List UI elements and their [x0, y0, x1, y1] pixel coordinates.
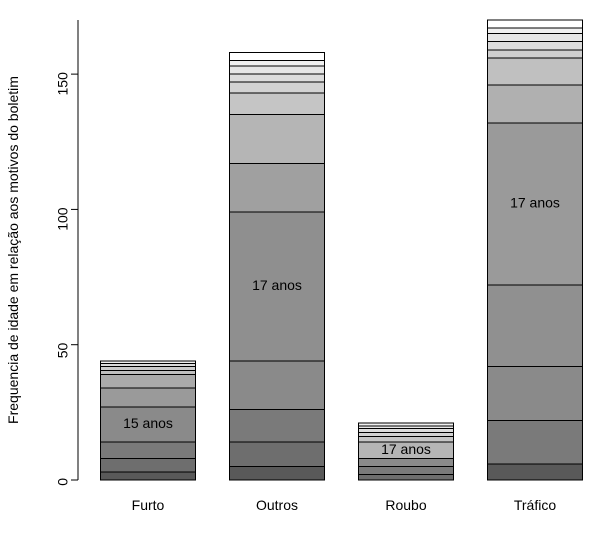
bar-segment-Furto-4 [101, 388, 196, 407]
bar-segment-Tráfico-10 [488, 28, 583, 33]
bar-segment-Outros-2 [230, 410, 325, 442]
bar-segment-label-Furto: 15 anos [123, 415, 173, 431]
bar-segment-Furto-7 [101, 366, 196, 370]
category-label-Roubo: Roubo [385, 497, 426, 513]
bar-segment-Furto-5 [101, 374, 196, 388]
bar-segment-Outros-12 [230, 52, 325, 60]
bar-segment-Tráfico-0 [488, 464, 583, 480]
category-label-Tráfico: Tráfico [514, 497, 556, 513]
bar-segment-Furto-9 [101, 361, 196, 364]
bar-segment-Roubo-6 [359, 429, 454, 433]
bar-segment-Tráfico-5 [488, 85, 583, 123]
y-tick-label: 100 [55, 207, 71, 231]
bar-segment-Furto-2 [101, 442, 196, 458]
y-tick-label: 150 [55, 72, 71, 96]
bar-segment-Tráfico-9 [488, 34, 583, 42]
bar-segment-Furto-1 [101, 458, 196, 472]
bar-segment-Roubo-5 [359, 433, 454, 437]
bar-segment-Furto-6 [101, 370, 196, 374]
bar-segment-Outros-9 [230, 74, 325, 82]
bar-segment-Outros-7 [230, 93, 325, 115]
bar-segment-Outros-1 [230, 442, 325, 466]
bar-segment-Roubo-8 [359, 423, 454, 426]
category-label-Furto: Furto [132, 497, 165, 513]
chart-svg: 0 50 100 150 Frequencia de idade em relação … [0, 0, 615, 539]
bar-segment-Tráfico-3 [488, 285, 583, 366]
bar-segment-Tráfico-8 [488, 42, 583, 50]
stacked-bar-chart: 0 50 100 150 Frequencia de idade em relação … [0, 0, 615, 539]
bar-segment-Roubo-4 [359, 437, 454, 442]
bar-segment-Tráfico-1 [488, 420, 583, 463]
bar-segment-Roubo-2 [359, 458, 454, 466]
bar-segment-Outros-6 [230, 115, 325, 164]
bar-segment-Furto-0 [101, 472, 196, 480]
bar-segment-Roubo-1 [359, 466, 454, 474]
bar-segment-Outros-0 [230, 466, 325, 480]
bar-segment-Tráfico-11 [488, 20, 583, 28]
bar-segment-Outros-10 [230, 66, 325, 74]
bar-segment-label-Roubo: 17 anos [381, 441, 431, 457]
bar-segment-label-Outros: 17 anos [252, 277, 302, 293]
y-axis-title: Frequencia de idade em relação aos motiv… [5, 76, 21, 424]
y-tick-label: 50 [55, 342, 71, 358]
bar-segment-Outros-5 [230, 163, 325, 212]
bar-segment-Tráfico-7 [488, 50, 583, 58]
bar-segment-Outros-3 [230, 361, 325, 410]
bar-segment-Outros-8 [230, 82, 325, 93]
category-label-Outros: Outros [256, 497, 298, 513]
y-tick-label: 0 [55, 478, 71, 486]
bar-segment-Roubo-0 [359, 475, 454, 480]
bar-segment-Tráfico-2 [488, 366, 583, 420]
bar-segment-Outros-11 [230, 61, 325, 66]
bar-segment-label-Tráfico: 17 anos [510, 195, 560, 211]
bar-segment-Tráfico-6 [488, 58, 583, 85]
